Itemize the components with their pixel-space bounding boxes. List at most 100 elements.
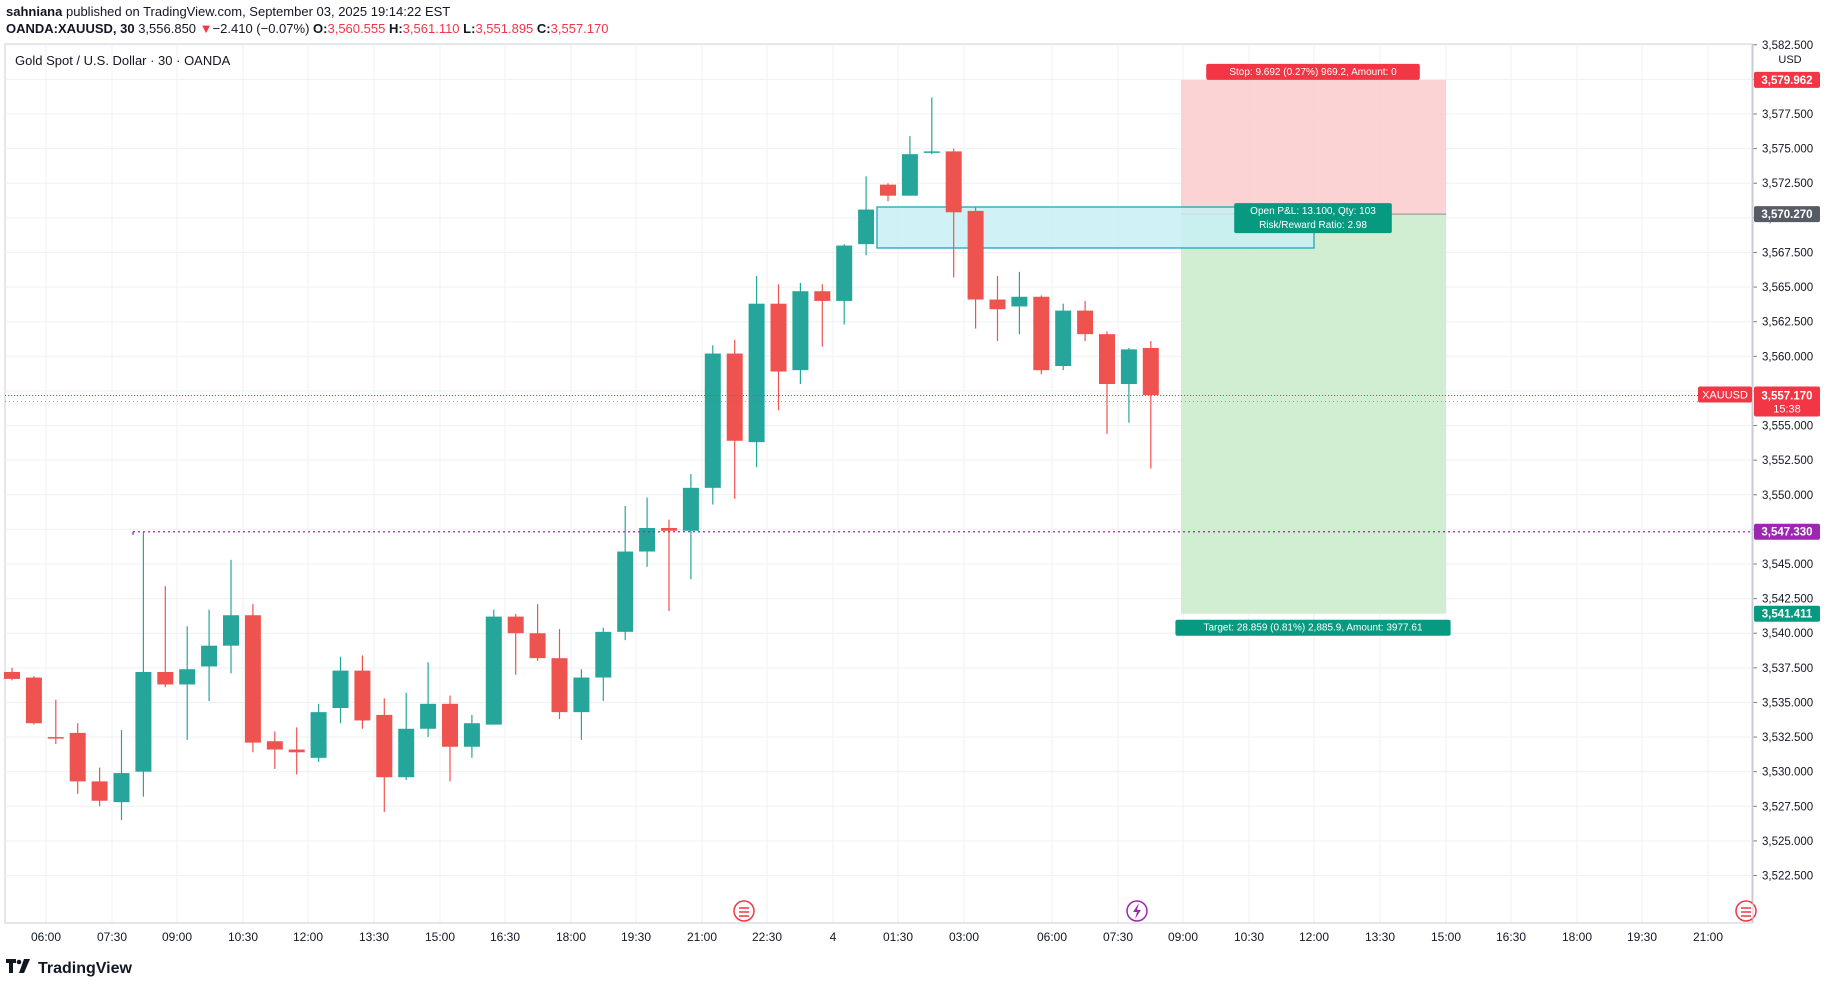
x-tick-label: 4	[830, 930, 837, 944]
x-tick-label: 10:30	[228, 930, 258, 944]
price-axis: 3,522.500 3,525.000 3,527.500 3,530.000 3,53…	[1752, 40, 1820, 923]
x-tick-label: 15:00	[425, 930, 455, 944]
candle-body	[25, 677, 42, 724]
entry-price-badge-bg	[1754, 206, 1820, 223]
stop-zone	[1181, 79, 1446, 215]
stop-label-bg	[1206, 63, 1420, 80]
brand-name: TradingView	[38, 959, 132, 977]
candle-body	[661, 527, 677, 531]
y-tick-label: 3,542.500	[1762, 594, 1813, 606]
candle-body	[704, 353, 721, 488]
overlays: XAUUSD Stop: 9.692 (0.27%) 969.2, Amount:…	[5, 63, 1757, 922]
candle-body	[880, 184, 896, 196]
candle-body	[310, 712, 327, 758]
candle-body	[858, 209, 875, 245]
y-tick-label: 3,562.500	[1762, 317, 1813, 329]
footer-brand: TradingView	[6, 959, 132, 978]
candle-body	[223, 615, 239, 646]
target-zone	[1181, 214, 1446, 614]
lightning-glyph	[1133, 903, 1141, 919]
y-tick-label: 3,545.000	[1762, 559, 1813, 571]
author-name: sahniana	[6, 4, 63, 19]
candle-body	[901, 154, 918, 196]
x-tick-label: 09:00	[162, 930, 192, 944]
x-tick-label: 10:30	[1234, 930, 1264, 944]
y-tick-label: 3,530.000	[1762, 767, 1813, 779]
pnl-label-line2: Risk/Reward Ratio: 2.98	[1259, 220, 1367, 231]
candle-body	[266, 741, 283, 750]
candle-body	[1033, 296, 1050, 371]
candle-body	[1120, 349, 1137, 384]
candle-body	[288, 749, 305, 753]
x-tick-label: 22:30	[752, 930, 782, 944]
candle-body	[945, 151, 962, 213]
candle-body	[135, 671, 152, 772]
candle-body	[1077, 310, 1094, 335]
candle-body	[354, 670, 371, 721]
y-tick-label: 3,522.500	[1762, 871, 1813, 883]
level-price-badge-bg	[1754, 523, 1820, 540]
candle-body	[573, 677, 590, 713]
y-tick-label: 3,535.000	[1762, 697, 1813, 709]
candle-body	[463, 723, 480, 747]
candle-body	[682, 487, 699, 531]
publish-line: sahniana published on TradingView.com, S…	[6, 4, 450, 19]
symbol-label: OANDA:XAUUSD, 30	[6, 21, 135, 36]
candle-body	[4, 671, 20, 679]
symbol-badge: XAUUSD	[1702, 389, 1748, 401]
candle-body	[332, 670, 349, 708]
x-tick-label: 13:30	[1365, 930, 1395, 944]
x-tick-label: 19:30	[1627, 930, 1657, 944]
candle-body	[113, 773, 130, 803]
stop-price-badge: 3,579.962	[1761, 75, 1812, 87]
candle-body	[923, 151, 940, 153]
x-tick-label: 07:30	[1103, 930, 1133, 944]
candle-body	[179, 669, 196, 685]
x-tick-label: 12:00	[1299, 930, 1329, 944]
us-flag-event-icon	[733, 900, 755, 922]
x-tick-label: 15:00	[1431, 930, 1461, 944]
candle-body	[551, 658, 568, 713]
ohlc-line: OANDA:XAUUSD, 30 3,556.850 ▼−2.410 (−0.0…	[6, 21, 608, 36]
pnl-label: Open P&L: 13.100, Qty: 103	[1250, 206, 1376, 217]
candle-body	[91, 781, 108, 801]
x-tick-label: 18:00	[1562, 930, 1592, 944]
candle-body	[47, 737, 64, 739]
candle-body	[69, 732, 86, 782]
y-tick-label: 3,567.500	[1762, 247, 1813, 259]
candle-body	[485, 616, 502, 725]
published-text: published on TradingView.com, September …	[65, 4, 451, 19]
y-tick-label: 3,540.000	[1762, 628, 1813, 640]
candle-body	[420, 703, 437, 729]
high-label: H:	[388, 21, 403, 36]
target-price-badge: 3,541.411	[1762, 609, 1813, 621]
close-value: 3,557.170	[550, 21, 609, 36]
candle-body	[989, 299, 1006, 310]
y-tick-label: 3,550.000	[1762, 490, 1813, 502]
x-tick-label: 09:00	[1168, 930, 1198, 944]
x-tick-label: 21:00	[1693, 930, 1723, 944]
current-price-badge-bg	[1754, 386, 1820, 417]
candle-body	[792, 291, 809, 371]
candle-body	[1099, 334, 1115, 384]
current-price-badge: 3,557.170	[1761, 390, 1812, 402]
candle-body	[442, 703, 458, 747]
pnl-label-bg	[1234, 203, 1392, 234]
entry-price-badge: 3,570.270	[1761, 209, 1812, 221]
candle-body	[748, 303, 765, 443]
y-tick-label: 3,555.000	[1762, 421, 1813, 433]
tradingview-logo-icon	[6, 959, 32, 978]
currency-label: USD	[1778, 54, 1801, 66]
candle-body	[617, 551, 634, 632]
y-tick-label: 3,577.500	[1762, 109, 1813, 121]
candle-body	[1142, 347, 1159, 396]
candle-body	[529, 633, 546, 659]
candle-body	[836, 245, 853, 301]
level-price-badge: 3,547.330	[1761, 527, 1812, 539]
price-chart[interactable]: XAUUSD Stop: 9.692 (0.27%) 969.2, Amount:…	[0, 0, 1829, 950]
candle-body	[376, 714, 393, 778]
candle-body	[398, 728, 415, 778]
candle-body	[726, 353, 743, 441]
target-price-badge-bg	[1754, 605, 1820, 622]
candle-body	[595, 631, 612, 678]
